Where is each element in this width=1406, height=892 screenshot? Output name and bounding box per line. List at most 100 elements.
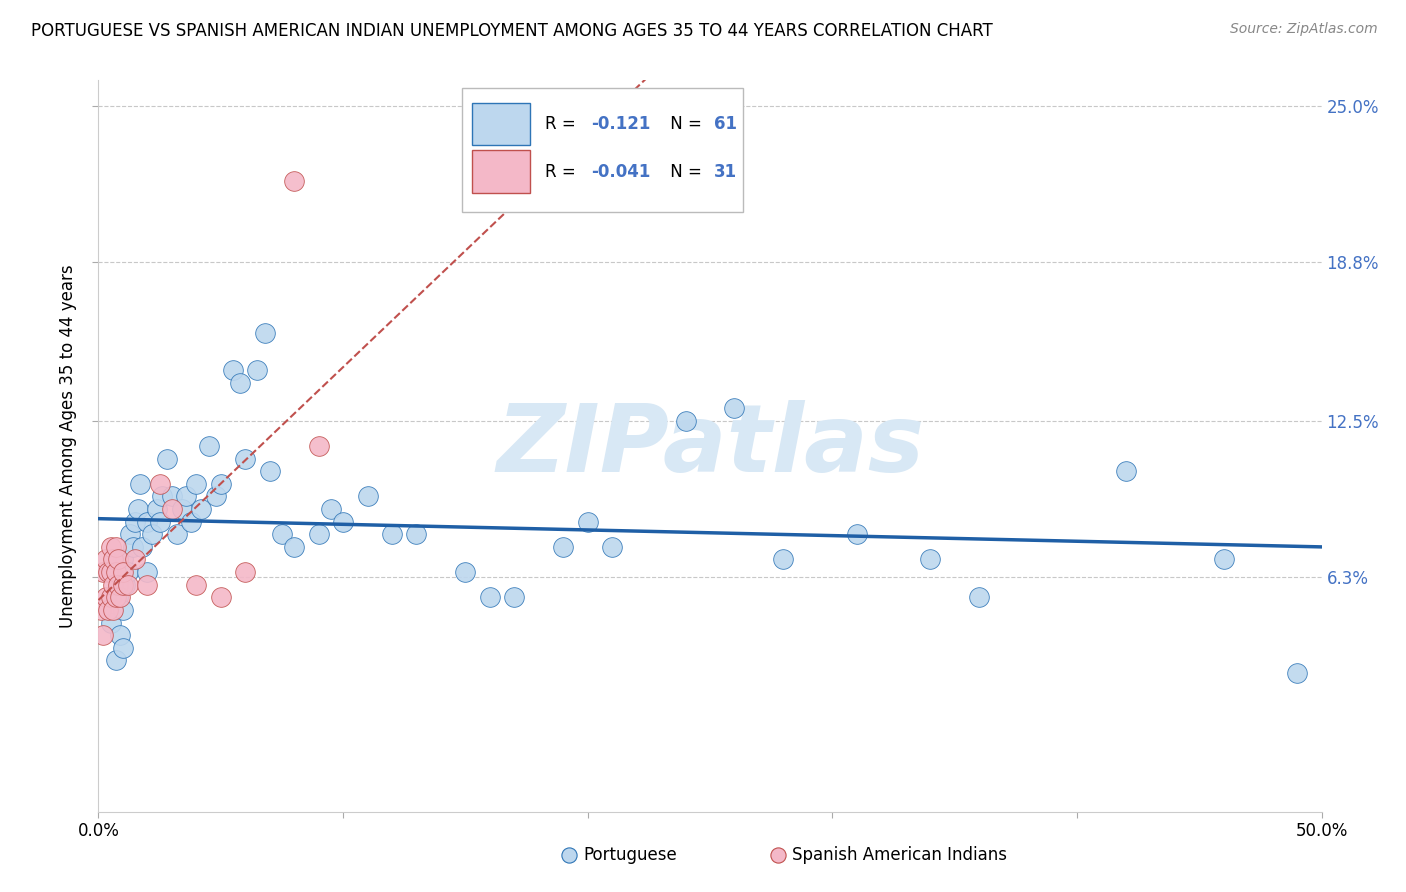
Point (111, 640, 134, 655)
Point (100, 615, 122, 630)
Point (114, 578, 136, 592)
Text: 61: 61 (714, 115, 737, 133)
Point (558, 847, 581, 862)
Point (160, 490, 183, 504)
Point (766, 847, 789, 862)
Point (160, 502, 183, 516)
Point (111, 565, 134, 579)
Point (308, 439, 330, 453)
Text: Source: ZipAtlas.com: Source: ZipAtlas.com (1230, 22, 1378, 37)
Point (146, 502, 169, 516)
Point (141, 527, 163, 541)
Point (233, 451, 256, 466)
Text: N =: N = (665, 162, 707, 181)
Point (136, 578, 159, 592)
Point (149, 476, 172, 491)
Point (97, 603, 120, 617)
Point (156, 451, 179, 466)
Point (104, 540, 127, 554)
Point (124, 515, 146, 529)
Text: R =: R = (546, 115, 581, 133)
Point (1212, 552, 1234, 566)
Point (117, 565, 139, 579)
Point (209, 591, 232, 605)
Point (308, 527, 330, 541)
Point (180, 515, 202, 529)
Point (356, 490, 378, 504)
Text: R =: R = (546, 162, 581, 181)
Point (332, 515, 354, 529)
Point (107, 591, 129, 605)
Point (1286, 665, 1309, 680)
Point (503, 591, 526, 605)
Point (100, 565, 122, 579)
Point (845, 527, 868, 541)
Point (104, 565, 127, 579)
Point (283, 540, 305, 554)
Point (186, 578, 208, 592)
Text: N =: N = (665, 115, 707, 133)
Text: Spanish American Indians: Spanish American Indians (792, 846, 1007, 863)
Point (222, 363, 245, 377)
Text: -0.121: -0.121 (592, 115, 651, 133)
Point (723, 401, 745, 416)
Point (111, 578, 134, 592)
Point (100, 540, 122, 554)
Point (381, 527, 404, 541)
Point (553, 540, 575, 554)
Point (967, 591, 990, 605)
Point (478, 591, 501, 605)
Point (675, 414, 697, 428)
Point (110, 628, 132, 642)
Point (150, 490, 173, 504)
Point (233, 565, 256, 579)
Point (166, 527, 188, 541)
Point (111, 603, 134, 617)
Point (209, 476, 232, 491)
Point (97, 565, 120, 579)
Point (149, 515, 172, 529)
Point (94, 552, 117, 566)
Point (205, 490, 228, 504)
FancyBboxPatch shape (471, 103, 530, 145)
Point (920, 552, 942, 566)
Point (136, 565, 159, 579)
Point (100, 591, 122, 605)
Point (91, 628, 114, 642)
Point (405, 527, 427, 541)
Point (136, 515, 159, 529)
Point (131, 540, 153, 554)
Point (111, 552, 134, 566)
Point (170, 502, 193, 516)
Point (229, 376, 252, 390)
Point (104, 653, 127, 667)
Point (110, 591, 132, 605)
Text: Portuguese: Portuguese (583, 846, 678, 863)
Point (772, 552, 794, 566)
Text: -0.041: -0.041 (592, 162, 651, 181)
Point (576, 515, 599, 529)
Point (90, 603, 112, 617)
Point (120, 527, 142, 541)
Point (454, 565, 477, 579)
Text: ZIPatlas: ZIPatlas (496, 400, 924, 492)
Point (101, 552, 124, 566)
Point (91, 565, 114, 579)
Point (101, 578, 124, 592)
Point (259, 464, 281, 478)
Point (127, 502, 149, 516)
Text: PORTUGUESE VS SPANISH AMERICAN INDIAN UNEMPLOYMENT AMONG AGES 35 TO 44 YEARS COR: PORTUGUESE VS SPANISH AMERICAN INDIAN UN… (31, 22, 993, 40)
Point (104, 591, 127, 605)
Point (1115, 464, 1137, 478)
Point (246, 363, 269, 377)
FancyBboxPatch shape (471, 151, 530, 193)
Point (319, 502, 342, 516)
Text: 31: 31 (714, 162, 737, 181)
Point (253, 326, 276, 340)
Point (121, 540, 143, 554)
Point (186, 476, 208, 491)
Point (107, 578, 129, 592)
Point (94, 591, 117, 605)
Y-axis label: Unemployment Among Ages 35 to 44 years: Unemployment Among Ages 35 to 44 years (59, 264, 77, 628)
Point (270, 527, 294, 541)
